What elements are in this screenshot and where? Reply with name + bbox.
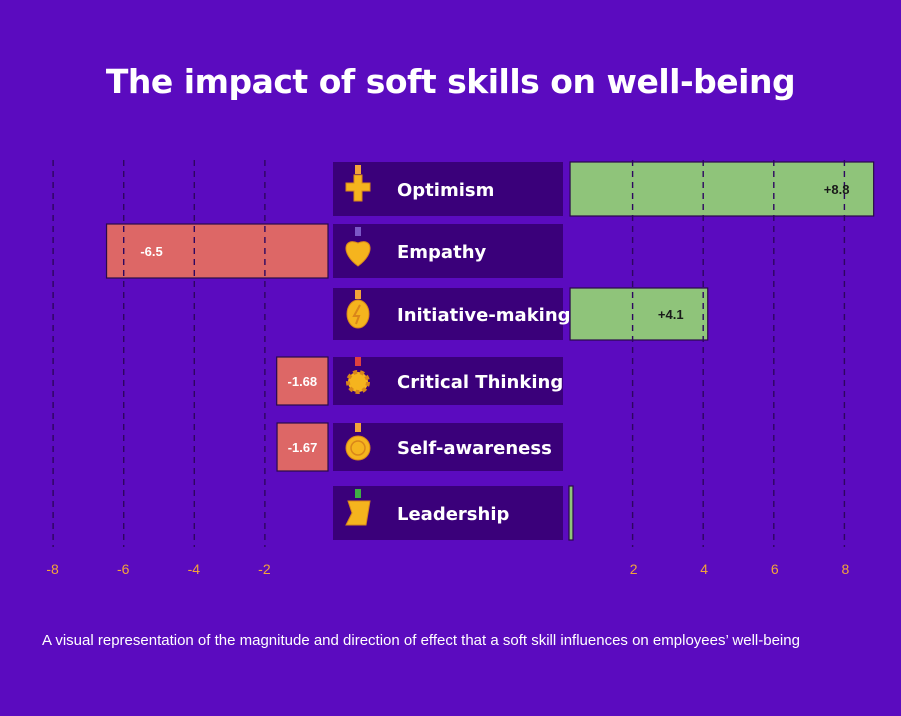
data-label: +4.1 <box>658 307 684 322</box>
heart-medal-icon <box>345 227 371 267</box>
chart-caption: A visual representation of the magnitude… <box>42 632 800 649</box>
category-label: Critical Thinking <box>397 372 563 393</box>
label-box <box>333 224 563 278</box>
label-box <box>333 162 563 216</box>
gear-medal-icon <box>346 357 370 394</box>
x-tick-label: 6 <box>771 561 779 577</box>
label-box <box>333 357 563 405</box>
category-label: Leadership <box>397 504 509 525</box>
category-label: Initiative-making <box>397 305 571 326</box>
label-box <box>333 486 563 540</box>
bar-leadership <box>568 485 574 541</box>
bar-self-awareness <box>276 422 329 472</box>
bar-critical-thinking <box>276 356 329 406</box>
category-label: Self-awareness <box>397 438 552 459</box>
data-label: -1.67 <box>288 440 318 455</box>
round-medal-icon <box>345 423 371 461</box>
x-tick-label: -2 <box>258 561 271 577</box>
x-tick-label: -6 <box>117 561 130 577</box>
x-tick-label: 8 <box>842 561 850 577</box>
bar-empathy <box>105 223 329 279</box>
chart-title: The impact of soft skills on well-being <box>105 62 796 101</box>
bar-optimism <box>569 161 875 217</box>
data-label: -1.68 <box>288 374 318 389</box>
category-label: Optimism <box>397 180 494 201</box>
label-box <box>333 423 563 471</box>
x-tick-label: 2 <box>630 561 638 577</box>
data-label: -6.5 <box>140 244 162 259</box>
bulb-medal-icon <box>346 290 370 329</box>
x-tick-label: -8 <box>46 561 59 577</box>
data-label: +8.8 <box>824 182 850 197</box>
x-tick-label: -4 <box>188 561 201 577</box>
bar-initiative-making <box>569 287 709 341</box>
category-label: Empathy <box>397 242 487 263</box>
label-box <box>333 288 563 340</box>
flag-medal-icon <box>345 489 371 526</box>
cross-medal-icon <box>345 165 371 202</box>
x-tick-label: 4 <box>700 561 708 577</box>
